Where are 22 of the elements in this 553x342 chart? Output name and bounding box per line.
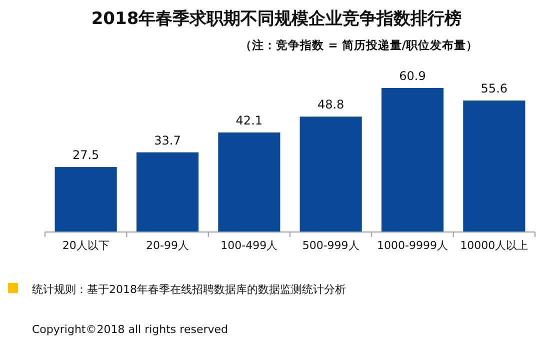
data-label: 42.1: [236, 113, 263, 128]
bar: [136, 152, 199, 232]
chart-title: 2018年春季求职期不同规模企业竞争指数排行榜: [91, 9, 462, 29]
data-label: 33.7: [154, 133, 181, 148]
bar: [218, 132, 280, 232]
bar: [54, 166, 117, 232]
x-tick-label: 10000人以上: [460, 239, 528, 252]
text: Copyright©2018 all rights reserved: [32, 323, 228, 336]
bar: [381, 88, 444, 232]
text: 统计规则：基于2018年春季在线招聘数据库的数据监测统计分析: [32, 283, 346, 296]
x-tick-label: 20-99人: [146, 239, 189, 252]
bar: [300, 116, 362, 232]
chart-subtitle: （注：竞争指数 = 简历投递量/职位发布量）: [240, 38, 478, 52]
x-tick-label: 20人以下: [62, 239, 110, 252]
data-label: 27.5: [72, 148, 100, 162]
data-label: 60.9: [399, 69, 426, 83]
x-tick-label: 100-499人: [220, 239, 278, 252]
x-tick-label: 500-999人: [302, 239, 360, 252]
data-label: 48.8: [317, 98, 344, 112]
bar: [463, 100, 526, 232]
x-tick-label: 1000-9999人: [377, 239, 448, 252]
data-label: 55.6: [480, 82, 508, 96]
